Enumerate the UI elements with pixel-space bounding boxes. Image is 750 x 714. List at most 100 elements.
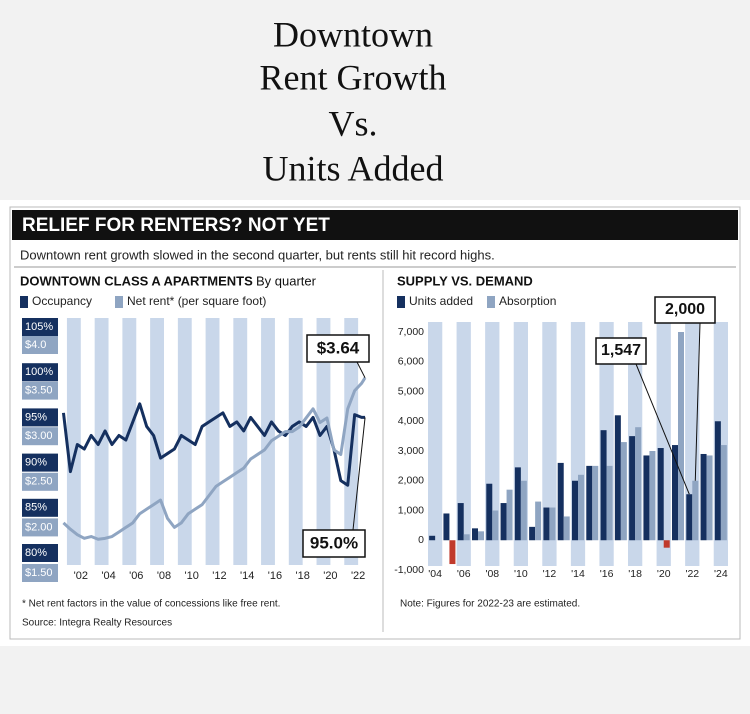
x-tick-label: '18 bbox=[295, 570, 309, 582]
callout-box bbox=[302, 529, 366, 558]
legend-swatch bbox=[397, 296, 405, 308]
title-line: Vs. bbox=[328, 103, 377, 143]
y2-tick-box bbox=[22, 564, 58, 582]
bar bbox=[472, 528, 478, 541]
y-tick-box bbox=[22, 544, 58, 562]
y-tick-box bbox=[22, 363, 58, 382]
y2-tick-label: $3.50 bbox=[25, 385, 53, 397]
x-tick-label: '22 bbox=[685, 568, 699, 580]
footnote: * Net rent factors in the value of conce… bbox=[22, 599, 280, 610]
y-tick-box bbox=[22, 408, 58, 427]
y2-tick-label: $2.00 bbox=[25, 521, 53, 533]
stripe bbox=[150, 318, 164, 565]
y2-tick-box bbox=[22, 427, 58, 446]
stripe bbox=[428, 322, 443, 566]
bar bbox=[592, 465, 599, 541]
bar bbox=[686, 494, 693, 541]
series-line bbox=[61, 402, 366, 487]
legend-label: Net rent* (per square foot) bbox=[127, 294, 266, 308]
y-tick-label: 1,000 bbox=[398, 504, 424, 516]
bar bbox=[429, 535, 436, 541]
value-label: 1,547 bbox=[601, 342, 641, 359]
x-tick-label: '08 bbox=[485, 568, 499, 580]
y2-tick-box bbox=[22, 518, 58, 537]
y-tick-label: 3,000 bbox=[398, 445, 424, 457]
bar bbox=[663, 540, 670, 548]
stripe bbox=[205, 318, 220, 565]
y2-tick-label: $1.50 bbox=[25, 567, 53, 579]
chart-title: DOWNTOWN CLASS A APARTMENTS bbox=[20, 273, 253, 288]
title-line: Units Added bbox=[262, 148, 443, 188]
bar bbox=[572, 480, 578, 541]
y-tick-label: 5,000 bbox=[398, 385, 424, 397]
bar bbox=[629, 436, 636, 541]
bar bbox=[692, 480, 699, 541]
bar bbox=[700, 453, 707, 541]
footnote: Note: Figures for 2022-23 are estimated. bbox=[400, 599, 580, 610]
legend-label: Absorption bbox=[499, 294, 556, 308]
x-tick-label: '22 bbox=[351, 570, 365, 582]
panel-border bbox=[9, 206, 741, 640]
x-tick-label: '04 bbox=[101, 570, 115, 582]
y2-tick-box bbox=[22, 336, 58, 354]
y2-tick-label: $2.50 bbox=[25, 476, 53, 488]
x-tick-label: '10 bbox=[514, 568, 528, 580]
bar bbox=[672, 445, 678, 541]
x-tick-label: '06 bbox=[129, 570, 143, 582]
value-label: 95.0% bbox=[310, 533, 358, 552]
y-tick-box bbox=[22, 453, 58, 472]
title-line: Rent Growth bbox=[260, 57, 447, 97]
stripe bbox=[542, 322, 557, 566]
y-tick-label: 7,000 bbox=[398, 326, 424, 338]
bar bbox=[706, 455, 713, 541]
x-tick-label: '12 bbox=[212, 570, 226, 582]
stripe bbox=[66, 318, 81, 565]
bar bbox=[620, 442, 627, 541]
callout-pointer bbox=[356, 361, 366, 379]
stripe bbox=[288, 318, 303, 565]
bar bbox=[514, 467, 521, 541]
callout-box bbox=[595, 337, 647, 365]
callout-pointer bbox=[635, 363, 690, 495]
bar bbox=[606, 465, 613, 541]
stripe bbox=[122, 318, 137, 565]
legend-swatch bbox=[487, 296, 495, 308]
legend-label: Units added bbox=[409, 294, 473, 308]
x-tick-label: '20 bbox=[657, 568, 671, 580]
bar bbox=[557, 462, 564, 541]
y-tick-label: 2,000 bbox=[398, 475, 424, 487]
value-label: 2,000 bbox=[665, 301, 705, 318]
header: RELIEF FOR RENTERS? NOT YET bbox=[22, 215, 330, 236]
callout-pointer bbox=[694, 322, 701, 481]
y2-tick-label: $4.0 bbox=[25, 339, 46, 351]
y-tick-label: 95% bbox=[25, 411, 47, 423]
bar bbox=[492, 510, 499, 541]
y2-tick-label: $3.00 bbox=[25, 430, 53, 442]
y2-tick-box bbox=[22, 472, 58, 491]
bar bbox=[635, 427, 642, 541]
callout-box bbox=[654, 296, 716, 324]
header-bar bbox=[12, 210, 738, 240]
x-tick-label: '16 bbox=[268, 570, 282, 582]
legend-swatch bbox=[20, 296, 28, 308]
stripe bbox=[261, 318, 275, 565]
bar bbox=[720, 445, 727, 541]
bar bbox=[643, 455, 650, 541]
bar bbox=[678, 332, 684, 541]
x-tick-label: '10 bbox=[185, 570, 199, 582]
y-tick-box bbox=[22, 318, 58, 336]
y-tick-label: 85% bbox=[25, 502, 47, 514]
bar bbox=[486, 483, 493, 541]
y-tick-box bbox=[22, 498, 58, 517]
bar bbox=[449, 540, 456, 565]
x-tick-label: '18 bbox=[628, 568, 642, 580]
bar bbox=[649, 451, 656, 541]
source: Source: Integra Realty Resources bbox=[22, 618, 172, 629]
x-tick-label: '04 bbox=[428, 568, 442, 580]
y-tick-label: 6,000 bbox=[398, 356, 424, 368]
bar bbox=[578, 474, 584, 541]
bar bbox=[714, 421, 721, 541]
stripe bbox=[94, 318, 109, 565]
stripe bbox=[233, 318, 248, 565]
